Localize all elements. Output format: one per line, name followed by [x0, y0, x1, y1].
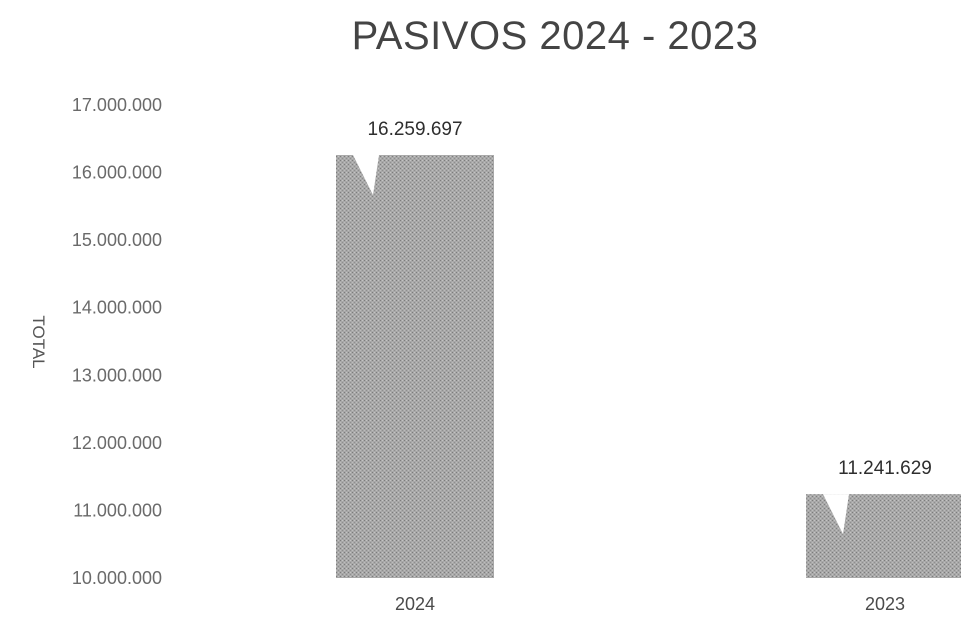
y-tick-label: 14.000.000	[72, 298, 162, 318]
y-axis-title: TOTAL	[29, 315, 48, 368]
y-tick-label: 16.000.000	[72, 163, 162, 183]
data-labels: 16.259.697 11.241.629	[367, 119, 931, 479]
y-tick-label: 12.000.000	[72, 433, 162, 453]
chart-title: PASIVOS 2024 - 2023	[351, 14, 759, 58]
y-tick-label: 17.000.000	[72, 95, 162, 115]
data-label-2023: 11.241.629	[838, 458, 932, 479]
bars	[336, 155, 961, 579]
y-tick-label: 11.000.000	[73, 500, 162, 520]
bar-2024	[336, 155, 494, 579]
label-pointer	[353, 155, 379, 196]
y-axis-ticks: 10.000.000 11.000.000 12.000.000 13.000.000…	[72, 95, 162, 588]
y-tick-label: 10.000.000	[72, 568, 162, 588]
label-pointer	[823, 494, 849, 535]
y-tick-label: 13.000.000	[72, 365, 162, 385]
data-label-2024: 16.259.697	[367, 119, 462, 140]
bar-2023	[806, 494, 961, 578]
y-tick-label: 15.000.000	[72, 230, 162, 250]
x-tick-label-2023: 2023	[865, 594, 905, 614]
x-tick-label-2024: 2024	[395, 594, 435, 614]
x-axis-labels: 2024 2023	[395, 594, 905, 614]
